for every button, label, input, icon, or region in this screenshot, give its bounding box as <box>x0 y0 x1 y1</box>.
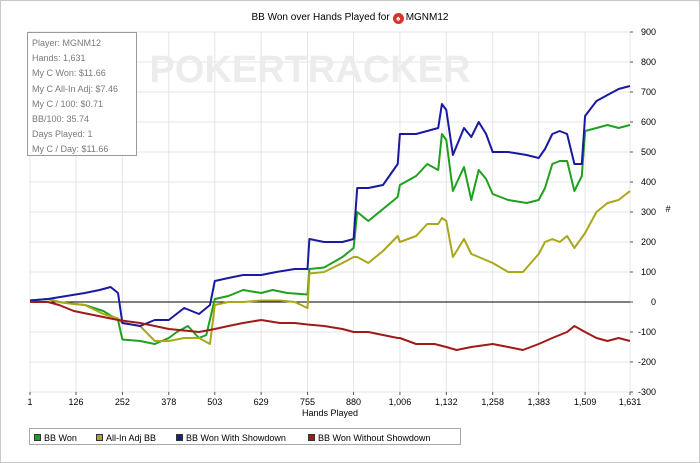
info-hands: Hands: 1,631 <box>32 53 86 64</box>
x-tick-label: 503 <box>207 397 222 407</box>
y-tick-label: -200 <box>638 357 656 367</box>
legend-swatch-bb-won <box>34 434 41 441</box>
series-line-bb-won <box>29 124 631 345</box>
series-line-bb-won-without-showdown <box>30 301 631 351</box>
x-tick-label: 1,006 <box>389 397 412 407</box>
legend: BB Won All-In Adj BB BB Won With Showdow… <box>29 428 461 445</box>
y-tick-label: 600 <box>641 117 656 127</box>
legend-item-allin-adj: All-In Adj BB <box>96 432 156 443</box>
x-tick-label: 126 <box>68 397 83 407</box>
series-line-all-in-adj-bb <box>29 190 631 345</box>
chart-title: BB Won over Hands Played for ♠ MGNM12 <box>0 12 700 24</box>
x-tick-label: 629 <box>254 397 269 407</box>
x-tick-label: 1,631 <box>619 397 642 407</box>
legend-item-without-showdown: BB Won Without Showdown <box>308 432 430 443</box>
y-axis-label: # <box>665 204 670 214</box>
legend-label-without-showdown: BB Won Without Showdown <box>318 432 431 443</box>
y-tick-label: 500 <box>641 147 656 157</box>
y-tick-label: -300 <box>638 387 656 397</box>
chart-title-player: MGNM12 <box>405 12 449 23</box>
x-axis-ticks: 1 126 252 378 503 629 755 880 1,006 1,132 1,258 1,3… <box>27 392 641 407</box>
legend-label-allin-adj: All-In Adj BB <box>106 432 157 443</box>
watermark: POKERTRACKER <box>150 49 471 91</box>
series-line-bb-won-with-showdown <box>29 85 631 327</box>
y-tick-label: -100 <box>638 327 656 337</box>
legend-label-with-showdown: BB Won With Showdown <box>186 432 286 443</box>
info-days: Days Played: 1 <box>32 129 93 140</box>
x-tick-label: 252 <box>115 397 130 407</box>
info-won: My C Won: $11.66 <box>32 68 106 79</box>
y-axis-ticks: -300 -200 -100 0 100 200 300 400 500 600 700 800 900 <box>630 27 656 397</box>
legend-item-bb-won: BB Won <box>34 432 77 443</box>
x-tick-label: 378 <box>161 397 176 407</box>
y-tick-label: 800 <box>641 57 656 67</box>
x-tick-label: 880 <box>346 397 361 407</box>
info-player: Player: MGNM12 <box>32 38 102 48</box>
info-per-100: My C / 100: $0.71 <box>32 98 104 109</box>
x-axis-label: Hands Played <box>302 408 358 418</box>
info-allin-adj: My C All-In Adj: $7.46 <box>32 83 119 94</box>
x-tick-label: 1,383 <box>527 397 550 407</box>
x-tick-label: 755 <box>300 397 315 407</box>
x-tick-label: 1,132 <box>435 397 458 407</box>
y-tick-label: 0 <box>651 297 656 307</box>
legend-item-with-showdown: BB Won With Showdown <box>176 432 286 443</box>
x-tick-label: 1 <box>27 397 32 407</box>
x-tick-label: 1,509 <box>574 397 597 407</box>
legend-swatch-with-showdown <box>176 434 183 441</box>
legend-label-bb-won: BB Won <box>44 432 77 443</box>
chart-title-prefix: BB Won over Hands Played for <box>251 12 390 23</box>
stats-info-box: Player: MGNM12 Hands: 1,631 My C Won: $1… <box>27 32 137 156</box>
y-tick-label: 200 <box>641 237 656 247</box>
y-tick-label: 700 <box>641 87 656 97</box>
y-tick-label: 900 <box>641 27 656 37</box>
x-tick-label: 1,258 <box>481 397 504 407</box>
y-tick-label: 300 <box>641 207 656 217</box>
series-layer <box>29 85 631 351</box>
y-tick-label: 400 <box>641 177 656 187</box>
info-bb-100: BB/100: 35.74 <box>32 114 90 125</box>
legend-swatch-allin-adj <box>96 434 103 441</box>
y-tick-label: 100 <box>641 267 656 277</box>
legend-swatch-without-showdown <box>308 434 315 441</box>
pokerstars-spade-icon: ♠ <box>392 13 404 24</box>
info-per-day: My C / Day: $11.66 <box>32 144 109 155</box>
